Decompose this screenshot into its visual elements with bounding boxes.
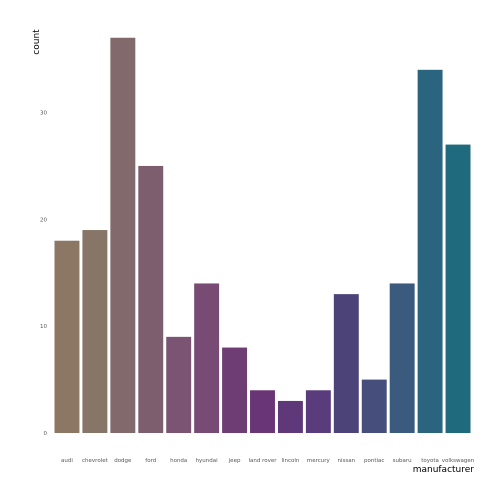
x-tick-label: volkswagen bbox=[442, 458, 475, 464]
bar-chevrolet bbox=[82, 230, 108, 433]
x-tick-label: lincoln bbox=[281, 458, 299, 464]
bar-toyota bbox=[417, 69, 443, 433]
x-tick-label: land rover bbox=[248, 458, 277, 464]
bar-land-rover bbox=[250, 390, 275, 433]
x-tick-label: jeep bbox=[228, 458, 241, 464]
bar-mercury bbox=[305, 390, 331, 433]
x-tick-label: honda bbox=[170, 458, 187, 464]
y-tick-label: 10 bbox=[40, 324, 47, 330]
bar-honda bbox=[166, 336, 192, 433]
x-axis-title: manufacturer bbox=[413, 465, 475, 475]
x-tick-label: pontiac bbox=[364, 458, 384, 464]
bar-volkswagen bbox=[445, 144, 471, 433]
x-tick-label: hyundai bbox=[196, 458, 219, 464]
bar-subaru bbox=[389, 283, 415, 433]
x-tick-label: chevrolet bbox=[82, 458, 109, 464]
y-tick-label: 30 bbox=[40, 111, 47, 117]
x-tick-label: ford bbox=[145, 458, 156, 464]
x-axis-ticks: audi chevrolet dodge ford honda hyundai jeep la… bbox=[61, 458, 475, 464]
bar-pontiac bbox=[361, 379, 387, 433]
x-tick-label: nissan bbox=[337, 458, 355, 464]
x-tick-label: dodge bbox=[114, 458, 132, 464]
bar-hyundai bbox=[194, 283, 220, 433]
x-tick-label: audi bbox=[61, 458, 73, 464]
x-tick-label: subaru bbox=[393, 458, 412, 464]
y-tick-label: 20 bbox=[40, 217, 47, 223]
bars-group bbox=[54, 37, 471, 433]
bar-nissan bbox=[333, 294, 359, 433]
bar-dodge bbox=[110, 37, 136, 433]
bar-lincoln bbox=[277, 400, 303, 433]
bar-audi bbox=[54, 240, 80, 433]
x-tick-label: mercury bbox=[307, 458, 331, 464]
y-axis-title: count bbox=[32, 29, 42, 55]
bar-jeep bbox=[222, 347, 248, 433]
y-axis-ticks: 0 10 20 30 bbox=[40, 111, 48, 437]
y-tick-label: 0 bbox=[44, 431, 48, 437]
x-tick-label: toyota bbox=[421, 458, 439, 464]
bar-ford bbox=[138, 165, 164, 433]
